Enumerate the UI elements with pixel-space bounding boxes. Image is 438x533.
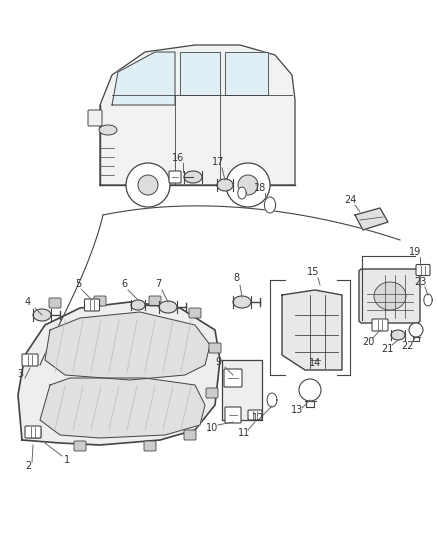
Polygon shape bbox=[100, 45, 295, 185]
Ellipse shape bbox=[99, 125, 117, 135]
FancyBboxPatch shape bbox=[372, 319, 388, 331]
Ellipse shape bbox=[217, 179, 233, 191]
Text: 5: 5 bbox=[75, 279, 81, 289]
Ellipse shape bbox=[131, 300, 145, 310]
Text: 12: 12 bbox=[252, 413, 264, 423]
Text: 20: 20 bbox=[362, 337, 374, 347]
FancyBboxPatch shape bbox=[85, 299, 99, 311]
Polygon shape bbox=[282, 290, 342, 370]
Polygon shape bbox=[45, 312, 210, 380]
Text: 24: 24 bbox=[344, 195, 356, 205]
Text: 6: 6 bbox=[121, 279, 127, 289]
Ellipse shape bbox=[233, 296, 251, 308]
Text: 18: 18 bbox=[254, 183, 266, 193]
FancyBboxPatch shape bbox=[25, 426, 41, 438]
FancyBboxPatch shape bbox=[49, 298, 61, 308]
Circle shape bbox=[409, 323, 423, 337]
Text: 8: 8 bbox=[233, 273, 239, 283]
FancyBboxPatch shape bbox=[169, 171, 181, 183]
FancyBboxPatch shape bbox=[206, 388, 218, 398]
Text: 19: 19 bbox=[409, 247, 421, 257]
Polygon shape bbox=[238, 187, 246, 199]
Ellipse shape bbox=[33, 309, 51, 321]
FancyBboxPatch shape bbox=[184, 430, 196, 440]
Polygon shape bbox=[40, 378, 205, 438]
FancyBboxPatch shape bbox=[416, 264, 430, 276]
Circle shape bbox=[238, 175, 258, 195]
Text: 23: 23 bbox=[414, 277, 426, 287]
Text: 13: 13 bbox=[291, 405, 303, 415]
FancyBboxPatch shape bbox=[88, 110, 102, 126]
Ellipse shape bbox=[374, 282, 406, 310]
Polygon shape bbox=[180, 52, 220, 95]
FancyBboxPatch shape bbox=[248, 410, 262, 420]
Text: 3: 3 bbox=[17, 369, 23, 379]
FancyBboxPatch shape bbox=[224, 369, 242, 387]
FancyBboxPatch shape bbox=[29, 428, 41, 438]
Polygon shape bbox=[424, 294, 432, 306]
FancyBboxPatch shape bbox=[209, 343, 221, 353]
FancyBboxPatch shape bbox=[22, 354, 38, 366]
Polygon shape bbox=[265, 197, 276, 213]
Text: 1: 1 bbox=[64, 455, 70, 465]
Text: 10: 10 bbox=[206, 423, 218, 433]
FancyBboxPatch shape bbox=[94, 296, 106, 306]
FancyBboxPatch shape bbox=[149, 296, 161, 306]
Text: 15: 15 bbox=[307, 267, 319, 277]
FancyBboxPatch shape bbox=[189, 308, 201, 318]
Polygon shape bbox=[18, 302, 220, 445]
FancyBboxPatch shape bbox=[225, 407, 241, 423]
Text: 21: 21 bbox=[381, 344, 393, 354]
Circle shape bbox=[138, 175, 158, 195]
FancyBboxPatch shape bbox=[359, 269, 420, 323]
Text: 22: 22 bbox=[402, 341, 414, 351]
Ellipse shape bbox=[391, 330, 405, 340]
Text: 2: 2 bbox=[25, 461, 31, 471]
Text: 16: 16 bbox=[172, 153, 184, 163]
Text: 14: 14 bbox=[309, 358, 321, 368]
Polygon shape bbox=[112, 52, 175, 105]
FancyBboxPatch shape bbox=[144, 441, 156, 451]
Text: 17: 17 bbox=[212, 157, 224, 167]
Circle shape bbox=[126, 163, 170, 207]
Text: 7: 7 bbox=[155, 279, 161, 289]
Polygon shape bbox=[225, 52, 268, 95]
Circle shape bbox=[299, 379, 321, 401]
Polygon shape bbox=[267, 393, 277, 407]
Ellipse shape bbox=[184, 171, 202, 183]
Polygon shape bbox=[222, 360, 262, 420]
Polygon shape bbox=[355, 208, 388, 230]
Text: 9: 9 bbox=[215, 357, 221, 367]
Text: 4: 4 bbox=[25, 297, 31, 307]
FancyBboxPatch shape bbox=[74, 441, 86, 451]
Circle shape bbox=[226, 163, 270, 207]
Text: 11: 11 bbox=[238, 428, 250, 438]
Ellipse shape bbox=[159, 301, 177, 313]
